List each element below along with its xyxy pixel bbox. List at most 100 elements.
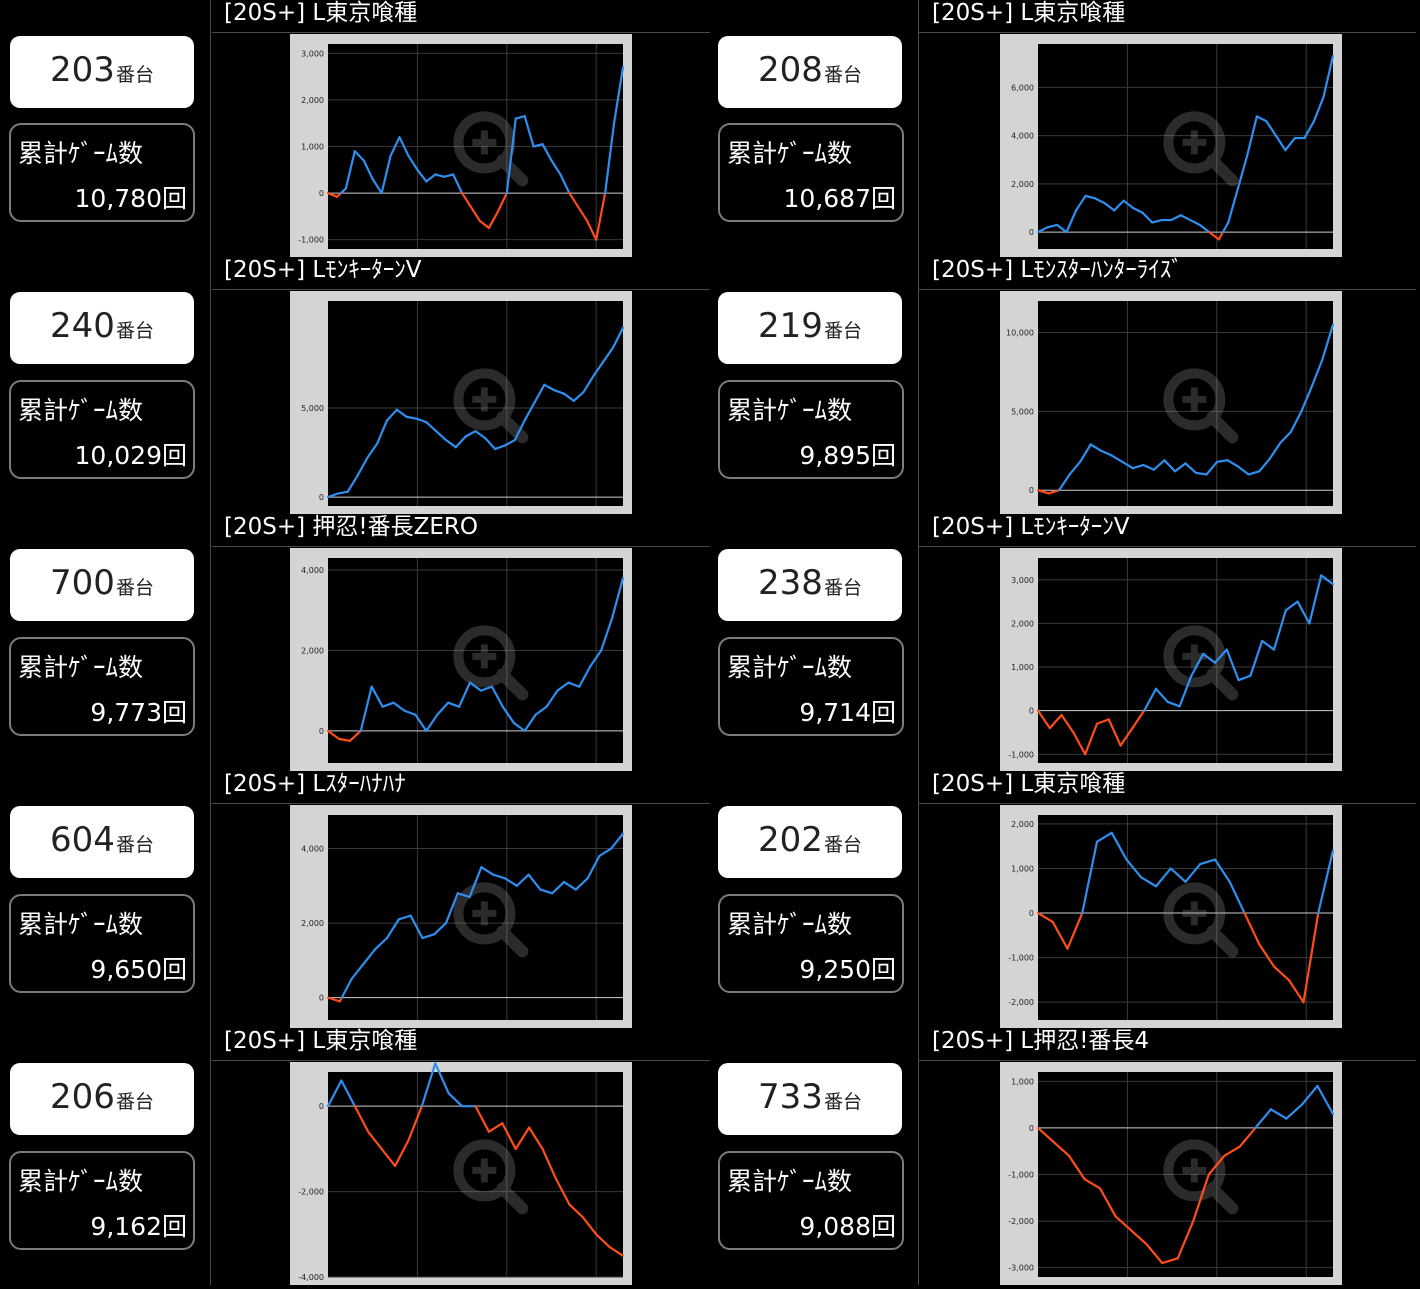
series-segment [1205, 460, 1219, 476]
total-games-box: 累計ｹﾞｰﾑ数 9,088回 [718, 1151, 904, 1250]
machine-title[interactable]: [20S+] Lｽﾀｰﾊﾅﾊﾅ [224, 771, 406, 797]
series-segment [353, 150, 365, 162]
series-segment [398, 136, 410, 157]
machine-card[interactable]: [20S+] L東京喰種 203 番台 累計ｹﾞｰﾑ数 10,780回 -1,000 0 1,… [0, 0, 710, 257]
series-segment [1163, 459, 1177, 473]
series-segment [393, 1139, 410, 1168]
divider [918, 771, 919, 1028]
series-segment [376, 419, 389, 445]
y-tick-label: 1,000 [1011, 663, 1034, 672]
series-segment [1261, 639, 1276, 651]
series-segment [532, 143, 544, 148]
y-tick-label: 0 [1029, 707, 1034, 716]
machine-title[interactable]: [20S+] L東京喰種 [932, 0, 1126, 26]
machine-card[interactable]: [20S+] L東京喰種 208 番台 累計ｹﾞｰﾑ数 10,687回 0 2,000 4,0… [710, 0, 1420, 257]
machine-card[interactable]: [20S+] Lｽﾀｰﾊﾅﾊﾅ 604 番台 累計ｹﾞｰﾑ数 9,650回 0 2,000 4… [0, 771, 710, 1028]
machine-card[interactable]: [20S+] L押忍!番長4 733 番台 累計ｹﾞｰﾑ数 9,088回 -3,000 -2… [710, 1028, 1420, 1285]
slump-graph[interactable]: -4,000 -2,000 0 [290, 1062, 632, 1289]
machine-number-box[interactable]: 219 番台 [718, 292, 902, 364]
divider [210, 771, 211, 1028]
machine-number-box[interactable]: 240 番台 [10, 292, 194, 364]
machine-number-box[interactable]: 238 番台 [718, 549, 902, 621]
machine-title[interactable]: [20S+] L東京喰種 [224, 0, 418, 26]
series-segment [1192, 1173, 1210, 1223]
series-segment [395, 408, 408, 418]
machine-card[interactable]: [20S+] L東京喰種 206 番台 累計ｹﾞｰﾑ数 9,162回 -4,000 -2,0… [0, 1028, 710, 1285]
series-segment [1184, 462, 1198, 474]
machine-number-suffix: 番台 [115, 577, 154, 599]
slump-graph[interactable]: -1,000 0 1,000 2,000 3,000 [290, 34, 632, 261]
machine-title[interactable]: [20S+] L押忍!番長4 [932, 1028, 1150, 1054]
series-segment [612, 326, 625, 349]
slump-graph[interactable]: -1,000 0 1,000 2,000 3,000 [1000, 548, 1342, 775]
series-segment [1213, 648, 1228, 664]
y-tick-label: -3,000 [1008, 1264, 1034, 1273]
machine-title[interactable]: [20S+] L東京喰種 [932, 771, 1126, 797]
slump-graph[interactable]: -3,000 -2,000 -1,000 0 1,000 [1000, 1062, 1342, 1289]
y-tick-label: 1,000 [301, 143, 324, 152]
machine-title[interactable]: [20S+] L東京喰種 [224, 1028, 418, 1054]
series-segment [604, 122, 616, 195]
series-segment [1208, 231, 1220, 241]
slump-graph[interactable]: 0 2,000 4,000 6,000 [1000, 34, 1342, 261]
series-segment [1176, 1219, 1195, 1260]
slump-graph[interactable]: -2,000 -1,000 0 1,000 2,000 [1000, 805, 1342, 1032]
zoom-in-icon [453, 882, 529, 958]
series-segment [468, 866, 483, 899]
series-segment [380, 154, 392, 195]
machine-card[interactable]: [20S+] L東京喰種 202 番台 累計ｹﾞｰﾑ数 9,250回 -2,000 -1,0… [710, 771, 1420, 1028]
slump-graph[interactable]: 0 5,000 10,000 [1000, 291, 1342, 518]
y-tick-label: 4,000 [301, 845, 324, 854]
series-segment [385, 408, 398, 422]
series-segment [1122, 199, 1135, 210]
series-segment [356, 456, 369, 477]
slump-graph-svg: -1,000 0 1,000 2,000 3,000 [290, 34, 632, 257]
machine-number-box[interactable]: 206 番台 [10, 1063, 194, 1135]
machine-number-box[interactable]: 202 番台 [718, 806, 902, 878]
series-segment [1296, 600, 1311, 625]
series-segment [1226, 459, 1240, 468]
machine-number-box[interactable]: 700 番台 [10, 549, 194, 621]
machine-number-box[interactable]: 203 番台 [10, 36, 194, 108]
y-tick-label: 3,000 [301, 49, 324, 58]
machine-number-suffix: 番台 [115, 834, 154, 856]
series-segment [1227, 187, 1239, 224]
series-segment [534, 705, 548, 716]
y-tick-label: 0 [1029, 1124, 1034, 1133]
machine-title[interactable]: [20S+] LﾓﾝｷｰﾀｰﾝV [932, 514, 1130, 540]
machine-number: 700 [50, 563, 115, 603]
slump-graph[interactable]: 0 5,000 [290, 291, 632, 518]
series-segment [559, 173, 571, 195]
series-segment [1169, 867, 1187, 883]
series-segment [1140, 876, 1158, 888]
zoom-in-icon [453, 1139, 529, 1215]
machine-title[interactable]: [20S+] Lﾓﾝｽﾀｰﾊﾝﾀｰﾗｲｽﾞ [932, 257, 1183, 283]
total-games-value: 10,029回 [74, 441, 187, 470]
series-segment [1321, 323, 1335, 361]
series-segment [1079, 443, 1092, 463]
machine-card[interactable]: [20S+] Lﾓﾝｽﾀｰﾊﾝﾀｰﾗｲｽﾞ 219 番台 累計ｹﾞｰﾑ数 9,895回 0… [710, 257, 1420, 514]
machine-card[interactable]: [20S+] LﾓﾝｷｰﾀｰﾝV 240 番台 累計ｹﾞｰﾑ数 10,029回 0 5,00… [0, 257, 710, 514]
divider [918, 1060, 1416, 1061]
machine-card[interactable]: [20S+] LﾓﾝｷｰﾀｰﾝV 238 番台 累計ｹﾞｰﾑ数 9,714回 -1,000… [710, 514, 1420, 771]
series-segment [1302, 911, 1320, 1004]
machine-title[interactable]: [20S+] LﾓﾝｷｰﾀｰﾝV [224, 257, 422, 283]
slump-graph[interactable]: 0 2,000 4,000 [290, 548, 632, 775]
slump-graph[interactable]: 0 2,000 4,000 [290, 805, 632, 1032]
series-segment [562, 392, 575, 402]
machine-title[interactable]: [20S+] 押忍!番長ZERO [224, 514, 478, 540]
machine-card[interactable]: [20S+] 押忍!番長ZERO 700 番台 累計ｹﾞｰﾑ数 9,773回 0 2,000… [0, 514, 710, 771]
slump-graph-svg: -2,000 -1,000 0 1,000 2,000 [1000, 805, 1342, 1028]
machine-number-box[interactable]: 733 番台 [718, 1063, 902, 1135]
machine-number-box[interactable]: 604 番台 [10, 806, 194, 878]
total-games-value: 10,780回 [74, 184, 187, 213]
machine-number-box[interactable]: 208 番台 [718, 36, 902, 108]
series-segment [501, 705, 515, 724]
divider [918, 0, 919, 257]
y-tick-label: 0 [319, 727, 324, 736]
total-games-box: 累計ｹﾞｰﾑ数 9,895回 [718, 380, 904, 479]
series-segment [1289, 410, 1303, 433]
series-segment [1142, 463, 1155, 471]
series-segment [610, 576, 625, 620]
zoom-in-icon [453, 625, 529, 701]
